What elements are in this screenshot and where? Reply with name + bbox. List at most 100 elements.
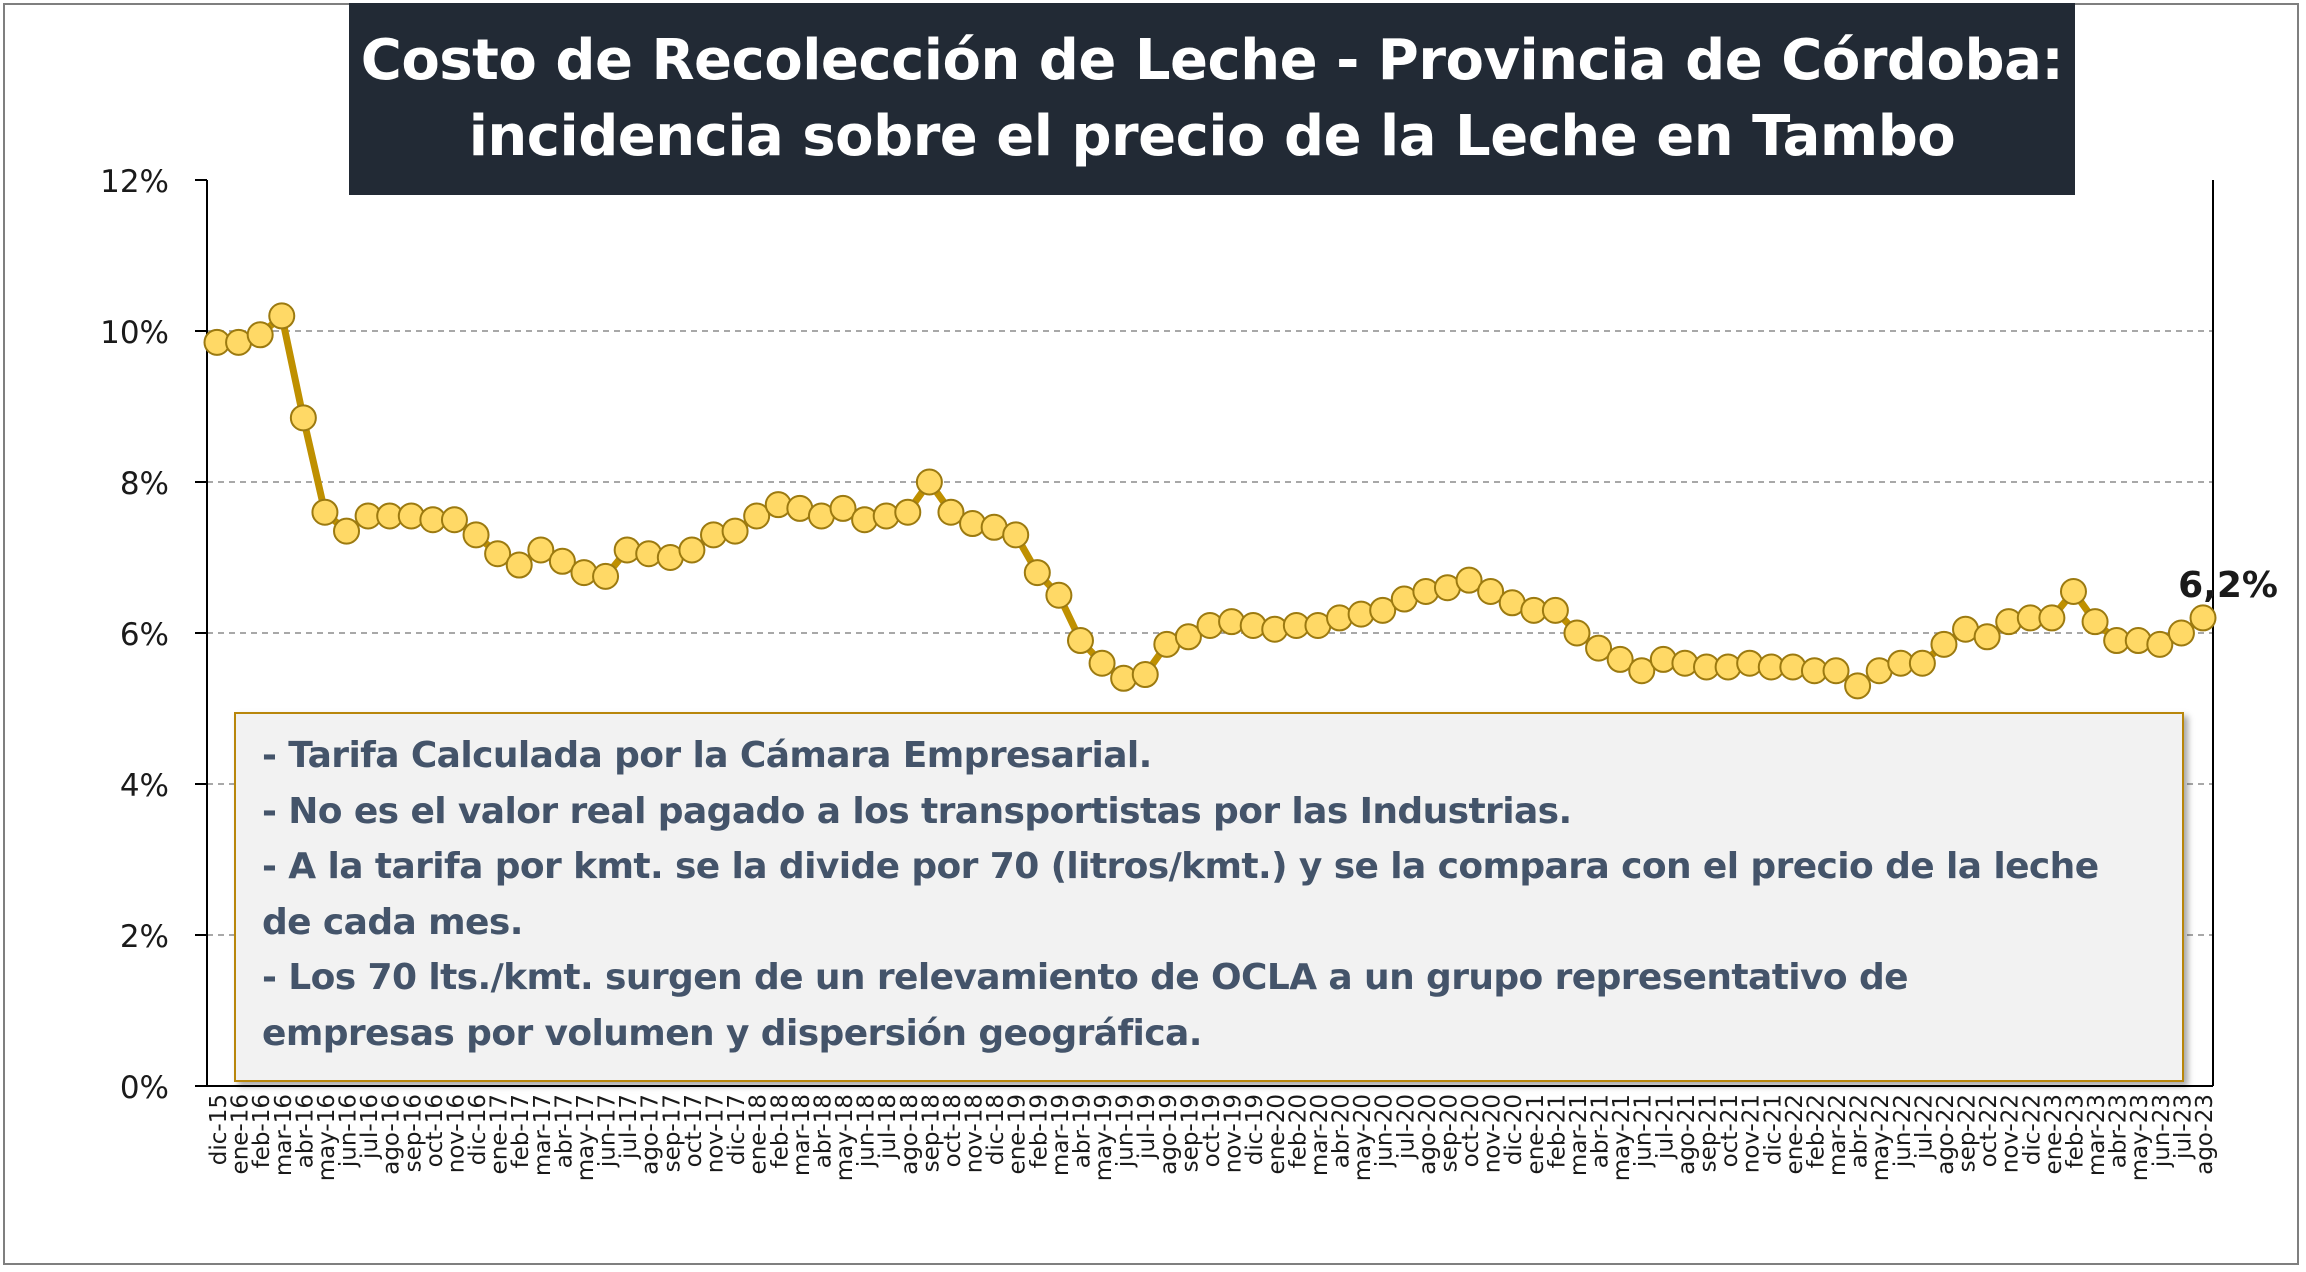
x-tick-label: sep-22 [1955,1094,1981,1172]
x-tick-label: oct-16 [422,1094,448,1167]
data-point [527,536,555,564]
data-point [894,498,922,526]
data-point [1606,645,1634,673]
data-point [1066,627,1094,655]
data-point [268,302,296,330]
x-tick-label: may-20 [1350,1094,1376,1181]
x-tick-label: nov-22 [1998,1094,2024,1173]
data-point [333,517,361,545]
x-tick-label: jul-19 [1134,1094,1160,1160]
x-tick-label: dic-22 [2019,1094,2045,1165]
x-tick-label: dic-20 [1501,1094,1527,1165]
chart-title-line-1: Costo de Recolección de Leche - Provinci… [360,28,2064,93]
x-tick-label: jun-20 [1372,1094,1398,1168]
x-tick-label: ene-17 [487,1094,513,1174]
data-point [1045,581,1073,609]
data-point [1131,661,1159,689]
data-point [2189,604,2217,632]
note-line: - A la tarifa por kmt. se la divide por … [262,846,2099,887]
data-point [2059,577,2087,605]
x-tick-label: abr-16 [292,1094,318,1168]
y-axis-ticks: 0% 2% 4% 6% 8% 10% 12% [100,164,169,1106]
x-tick-label: ene-23 [2041,1094,2067,1174]
data-point [1477,577,1505,605]
x-tick-label: mar-21 [1566,1094,1592,1176]
x-tick-label: ene-20 [1264,1094,1290,1174]
data-point [1541,596,1569,624]
x-tick-label: jul-17 [616,1094,642,1160]
y-tick-label: 12% [100,164,169,200]
data-point [678,536,706,564]
x-tick-label: abr-21 [1588,1094,1614,1168]
x-tick-label: abr-17 [551,1094,577,1168]
data-point [1822,657,1850,685]
x-axis-ticks: dic-15ene-16feb-16mar-16abr-16may-16jun-… [206,1094,2218,1181]
data-point [246,321,274,349]
x-tick-label: mar-23 [2084,1094,2110,1176]
note-line: empresas por volumen y dispersión geográ… [262,1012,1202,1054]
x-tick-label: may-23 [2127,1094,2153,1181]
data-point [440,506,468,534]
x-tick-label: ago-17 [638,1094,664,1175]
x-tick-label: feb-22 [1803,1094,1829,1168]
data-point [484,540,512,568]
data-point [721,517,749,545]
x-tick-label: feb-17 [508,1094,534,1168]
x-tick-label: oct-18 [940,1094,966,1167]
x-tick-label: ene-19 [1005,1094,1031,1174]
y-tick-label: 0% [120,1070,169,1106]
x-tick-label: ago-20 [1415,1094,1441,1175]
last-value-label: 6,2% [2178,565,2278,606]
x-tick-label: feb-23 [2062,1094,2088,1168]
x-tick-label: mar-19 [1048,1094,1074,1176]
x-tick-label: ene-18 [746,1094,772,1174]
x-tick-label: jun-22 [1890,1094,1916,1168]
data-point [829,494,857,522]
x-tick-label: dic-15 [206,1094,232,1165]
data-point [1844,672,1872,700]
x-tick-label: mar-20 [1307,1094,1333,1176]
x-tick-label: abr-18 [810,1094,836,1168]
y-tick-label: 6% [120,617,169,653]
x-tick-label: dic-21 [1760,1094,1786,1165]
data-point [1002,521,1030,549]
data-point [1023,559,1051,587]
data-point [915,468,943,496]
x-tick-label: oct-21 [1717,1094,1743,1167]
x-tick-label: dic-18 [983,1094,1009,1165]
x-tick-label: jul-23 [2170,1094,2196,1160]
data-point [1585,634,1613,662]
x-tick-label: ene-21 [1523,1094,1549,1174]
chart-title: Costo de Recolección de Leche - Provinci… [349,3,2075,195]
x-tick-label: may-21 [1609,1094,1635,1181]
data-point [1455,566,1483,594]
note-line: - Los 70 lts./kmt. surgen de un relevami… [262,957,1909,998]
x-tick-label: mar-16 [271,1094,297,1176]
x-tick-label: ene-22 [1782,1094,1808,1174]
y-tick-label: 4% [120,768,169,804]
x-tick-label: sep-16 [400,1094,426,1172]
x-tick-label: nov-20 [1480,1094,1506,1173]
x-tick-label: jun-23 [2149,1094,2175,1168]
data-point [1628,657,1656,685]
x-tick-label: nov-16 [443,1094,469,1173]
note-line: - No es el valor real pagado a los trans… [262,790,1572,832]
x-tick-label: may-16 [314,1094,340,1181]
note-line: - Tarifa Calculada por la Cámara Empresa… [262,735,1152,776]
data-point [1174,623,1202,651]
x-tick-label: jun-19 [1113,1094,1139,1168]
x-tick-label: feb-20 [1285,1094,1311,1168]
x-tick-label: may-19 [1091,1094,1117,1181]
x-tick-label: may-17 [573,1094,599,1181]
data-point [311,498,339,526]
data-point [2081,608,2109,636]
data-point [1908,649,1936,677]
x-tick-label: ago-19 [1156,1094,1182,1175]
axes [195,179,2214,1087]
x-tick-label: abr-23 [2106,1094,2132,1168]
data-point [1369,596,1397,624]
x-tick-label: may-18 [832,1094,858,1181]
x-tick-label: ago-21 [1674,1094,1700,1175]
x-tick-label: mar-17 [530,1094,556,1176]
x-tick-label: nov-19 [1221,1094,1247,1173]
